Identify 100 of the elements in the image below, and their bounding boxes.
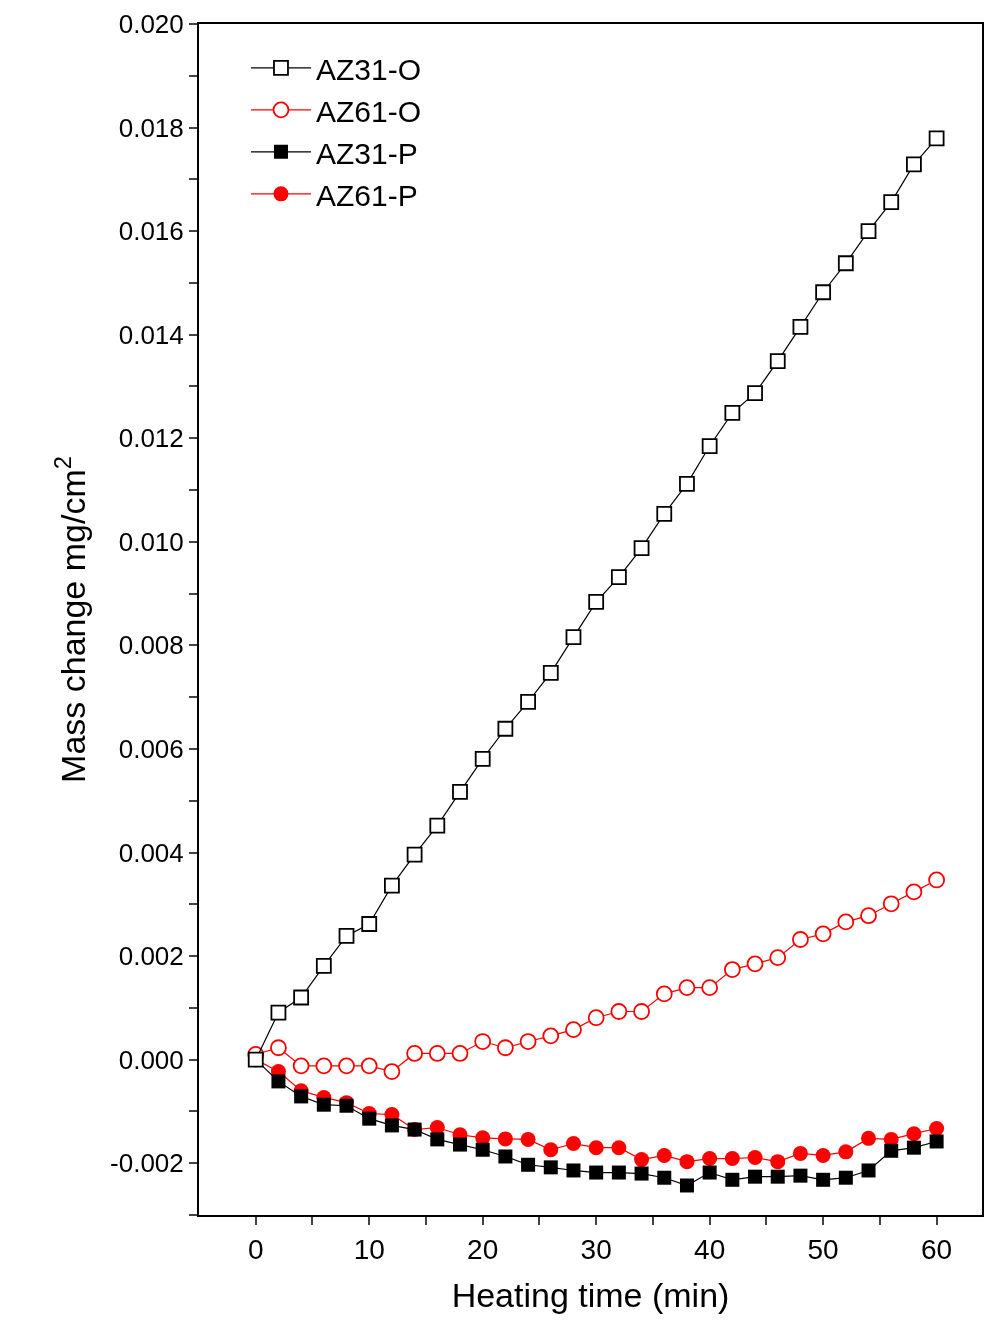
point [724, 1151, 740, 1167]
y-tick-label: 0.002 [118, 941, 184, 972]
point [474, 750, 491, 767]
point [702, 1151, 718, 1167]
point [655, 985, 673, 1003]
point [884, 1143, 899, 1158]
point [792, 1145, 808, 1161]
point [294, 1089, 309, 1104]
point [588, 1140, 604, 1156]
point [292, 1057, 310, 1075]
legend-label: AZ31-P [315, 136, 418, 170]
point [429, 817, 446, 834]
point [521, 1157, 536, 1172]
point [383, 1063, 401, 1080]
point [861, 1130, 877, 1146]
point [293, 989, 310, 1006]
point [724, 404, 741, 421]
point [770, 1169, 785, 1184]
y-tick-label: 0.008 [118, 630, 184, 661]
point [816, 1172, 831, 1187]
y-tick-label: 0.006 [118, 734, 184, 765]
point [610, 569, 627, 585]
point [565, 629, 582, 646]
x-axis-title: Heating time (min) [451, 1276, 730, 1315]
point [315, 1057, 333, 1075]
point [270, 1039, 287, 1057]
x-tick-label: 40 [694, 1233, 726, 1265]
point [587, 1009, 605, 1027]
point [837, 913, 855, 931]
point [361, 916, 378, 932]
point [814, 925, 832, 943]
point [793, 1168, 808, 1183]
point [679, 1178, 694, 1193]
point [430, 1132, 445, 1147]
point [360, 1057, 378, 1075]
point [929, 1121, 945, 1137]
point [565, 1136, 581, 1152]
point [271, 1074, 286, 1089]
legend-label: AZ61-P [315, 178, 418, 212]
point [883, 194, 900, 211]
point [451, 1045, 469, 1062]
legend-label: AZ31-O [315, 52, 422, 86]
point [633, 1003, 650, 1020]
point [656, 505, 673, 522]
point [270, 1004, 287, 1021]
point [656, 1147, 672, 1163]
point [928, 130, 945, 147]
point [362, 1111, 377, 1126]
point [860, 907, 877, 925]
text: -0.002 [110, 1148, 184, 1179]
point [815, 284, 832, 301]
point [497, 720, 514, 737]
y-tick-label: 0.012 [118, 423, 184, 454]
point [906, 156, 922, 173]
y-tick-label: 0.010 [118, 526, 184, 557]
point [770, 1154, 786, 1170]
x-tick-label: 30 [580, 1233, 612, 1265]
point [792, 931, 809, 948]
point [611, 1165, 626, 1180]
x-tick-label: 60 [921, 1233, 953, 1265]
point [701, 438, 718, 454]
point [519, 1033, 537, 1050]
point [566, 1163, 581, 1178]
point [316, 1097, 331, 1112]
point [565, 1021, 582, 1039]
point [475, 1142, 490, 1157]
point [474, 1033, 492, 1050]
point [792, 319, 809, 335]
x-tick-label: 0 [247, 1233, 264, 1265]
point [906, 1140, 921, 1155]
x-tick-label: 20 [467, 1233, 499, 1265]
point [428, 1045, 446, 1062]
point [723, 961, 741, 978]
point [838, 1144, 854, 1160]
point [610, 1003, 628, 1020]
point [679, 475, 695, 492]
point [543, 1142, 559, 1158]
point [769, 949, 787, 967]
x-tick-label: 50 [807, 1233, 839, 1265]
x-tick-label: 10 [353, 1233, 385, 1265]
point [542, 1027, 560, 1045]
point [588, 593, 605, 610]
point [701, 979, 719, 997]
point [611, 1140, 627, 1156]
point [452, 784, 468, 800]
point [384, 877, 400, 894]
point [453, 1137, 467, 1152]
point [633, 540, 650, 556]
point [747, 1150, 763, 1166]
point [929, 1134, 944, 1149]
point [634, 1166, 649, 1181]
y-tick-label: 0.020 [118, 9, 184, 40]
point [406, 846, 423, 863]
point [679, 1154, 695, 1170]
point [497, 1039, 514, 1057]
point [338, 927, 355, 944]
point [882, 895, 900, 913]
point [384, 1118, 399, 1133]
point [338, 1057, 355, 1075]
y-tick-label: 0.018 [118, 112, 184, 143]
